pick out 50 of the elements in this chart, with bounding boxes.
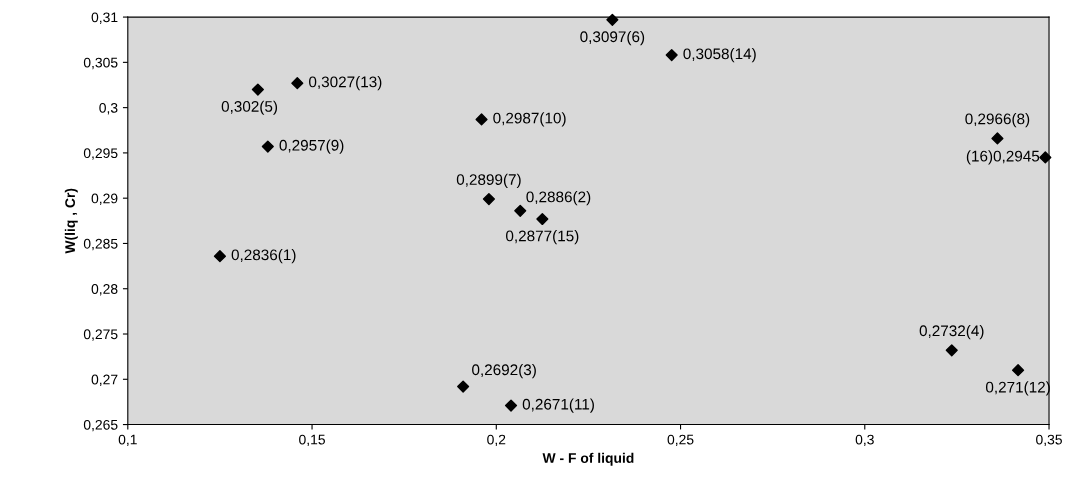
data-label: 0,2886(2) <box>526 191 591 206</box>
x-tick-label: 0,15 <box>299 434 325 447</box>
data-label: 0,2692(3) <box>472 363 536 379</box>
x-tick-label: 0,3 <box>855 434 874 447</box>
data-label: 0,302(5) <box>221 100 278 115</box>
y-tick-label: 0,275 <box>83 329 118 341</box>
point <box>261 140 274 153</box>
y-tick-label: 0,27 <box>91 374 118 387</box>
y-axis-title: W(liq , Cr) <box>64 188 78 254</box>
x-axis-title: W - F of liquid <box>542 452 634 466</box>
data-label: 0,3058(14) <box>683 47 756 63</box>
y-tick-label: 0,285 <box>83 238 118 251</box>
data-label: 0,2899(7) <box>456 173 521 188</box>
point <box>536 212 549 226</box>
data-label: 0,3027(13) <box>309 76 382 91</box>
y-tick-label: 0,29 <box>91 193 118 205</box>
data-label: 0,2836(1) <box>231 249 296 264</box>
y-tick-label: 0,3 <box>99 102 118 115</box>
point <box>213 250 226 263</box>
y-tick-label: 0,295 <box>83 148 118 160</box>
data-label: 0,271(12) <box>985 381 1050 396</box>
y-tick-label: 0,305 <box>83 57 118 70</box>
x-tick-label: 0,25 <box>667 434 694 447</box>
point <box>1039 151 1052 164</box>
point <box>504 399 518 412</box>
data-label: 0,2732(4) <box>919 324 984 340</box>
x-tick-label: 0,2 <box>487 434 506 447</box>
point <box>514 204 527 217</box>
data-label: 0,3097(6) <box>580 30 645 46</box>
data-label: 0,2671(11) <box>522 398 594 413</box>
point <box>991 132 1004 145</box>
point <box>1011 364 1025 377</box>
y-tick-label: 0,265 <box>83 419 118 432</box>
data-label: 0,2987(10) <box>493 112 566 127</box>
data-label: 0,2877(15) <box>506 230 579 245</box>
point <box>945 344 958 357</box>
x-tick-label: 0,1 <box>118 434 137 447</box>
point <box>475 113 488 126</box>
y-tick-label: 0,31 <box>91 12 118 24</box>
point <box>606 13 619 26</box>
x-tick-label: 0,35 <box>1036 434 1062 447</box>
data-label: 0,2957(9) <box>279 139 344 154</box>
point <box>665 49 678 62</box>
y-tick-label: 0,28 <box>91 284 118 296</box>
point <box>482 193 495 206</box>
point <box>251 83 264 96</box>
point <box>291 77 304 90</box>
point <box>457 380 470 393</box>
data-label: (16)0,2945 <box>966 150 1040 165</box>
data-label: 0,2966(8) <box>965 113 1030 128</box>
